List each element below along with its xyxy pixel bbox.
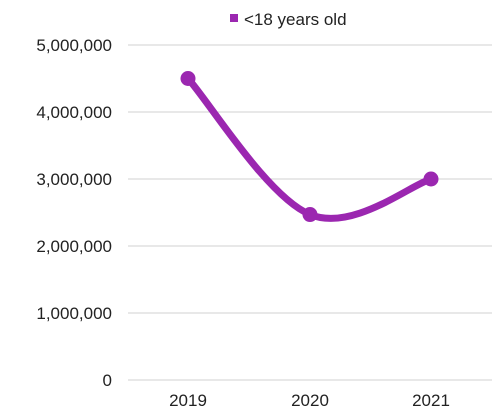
x-axis-tick-labels: 2019 2020 2021 — [169, 391, 450, 410]
y-tick-label: 2,000,000 — [36, 237, 112, 256]
data-point — [302, 207, 318, 223]
legend-label: <18 years old — [244, 10, 347, 29]
y-axis-tick-labels: 0 1,000,000 2,000,000 3,000,000 4,000,000 5,0… — [36, 36, 112, 390]
data-point — [180, 71, 196, 86]
y-tick-label: 4,000,000 — [36, 103, 112, 122]
y-tick-label: 3,000,000 — [36, 170, 112, 189]
series-layer — [180, 71, 439, 223]
legend-swatch — [230, 14, 238, 22]
series-line — [184, 75, 435, 222]
x-tick-label: 2019 — [169, 391, 207, 410]
gridlines — [128, 44, 492, 381]
legend: <18 years old — [230, 10, 347, 29]
x-tick-label: 2021 — [412, 391, 450, 410]
y-tick-label: 5,000,000 — [36, 36, 112, 55]
y-tick-label: 1,000,000 — [36, 304, 112, 323]
x-tick-label: 2020 — [291, 391, 329, 410]
data-point — [423, 171, 439, 187]
y-tick-label: 0 — [103, 371, 112, 390]
